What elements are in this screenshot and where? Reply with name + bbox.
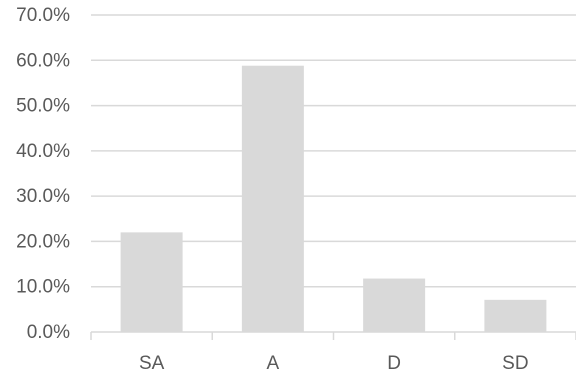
y-tick-label: 10.0% <box>16 277 70 298</box>
x-tick-label: SD <box>502 353 528 373</box>
bars <box>120 65 547 332</box>
y-tick-label: 40.0% <box>16 141 70 162</box>
bar <box>363 278 426 332</box>
bar <box>484 299 547 332</box>
y-tick-label: 0.0% <box>27 322 70 343</box>
y-tick-label: 60.0% <box>16 50 70 71</box>
y-tick-label: 30.0% <box>16 186 70 207</box>
y-axis-labels: 0.0% 10.0% 20.0% 30.0% 40.0% 50.0% 60.0% 70.0% <box>16 5 70 343</box>
x-tick-label: A <box>267 353 280 373</box>
x-tick-label: SA <box>139 353 165 373</box>
x-axis <box>90 331 576 340</box>
bar <box>120 232 183 332</box>
x-tick-label: D <box>387 353 401 373</box>
y-tick-label: 50.0% <box>16 96 70 117</box>
x-axis-labels: SA A D SD <box>139 353 529 373</box>
y-tick-label: 20.0% <box>16 231 70 252</box>
y-tick-label: 70.0% <box>16 5 70 26</box>
bar <box>241 65 304 332</box>
